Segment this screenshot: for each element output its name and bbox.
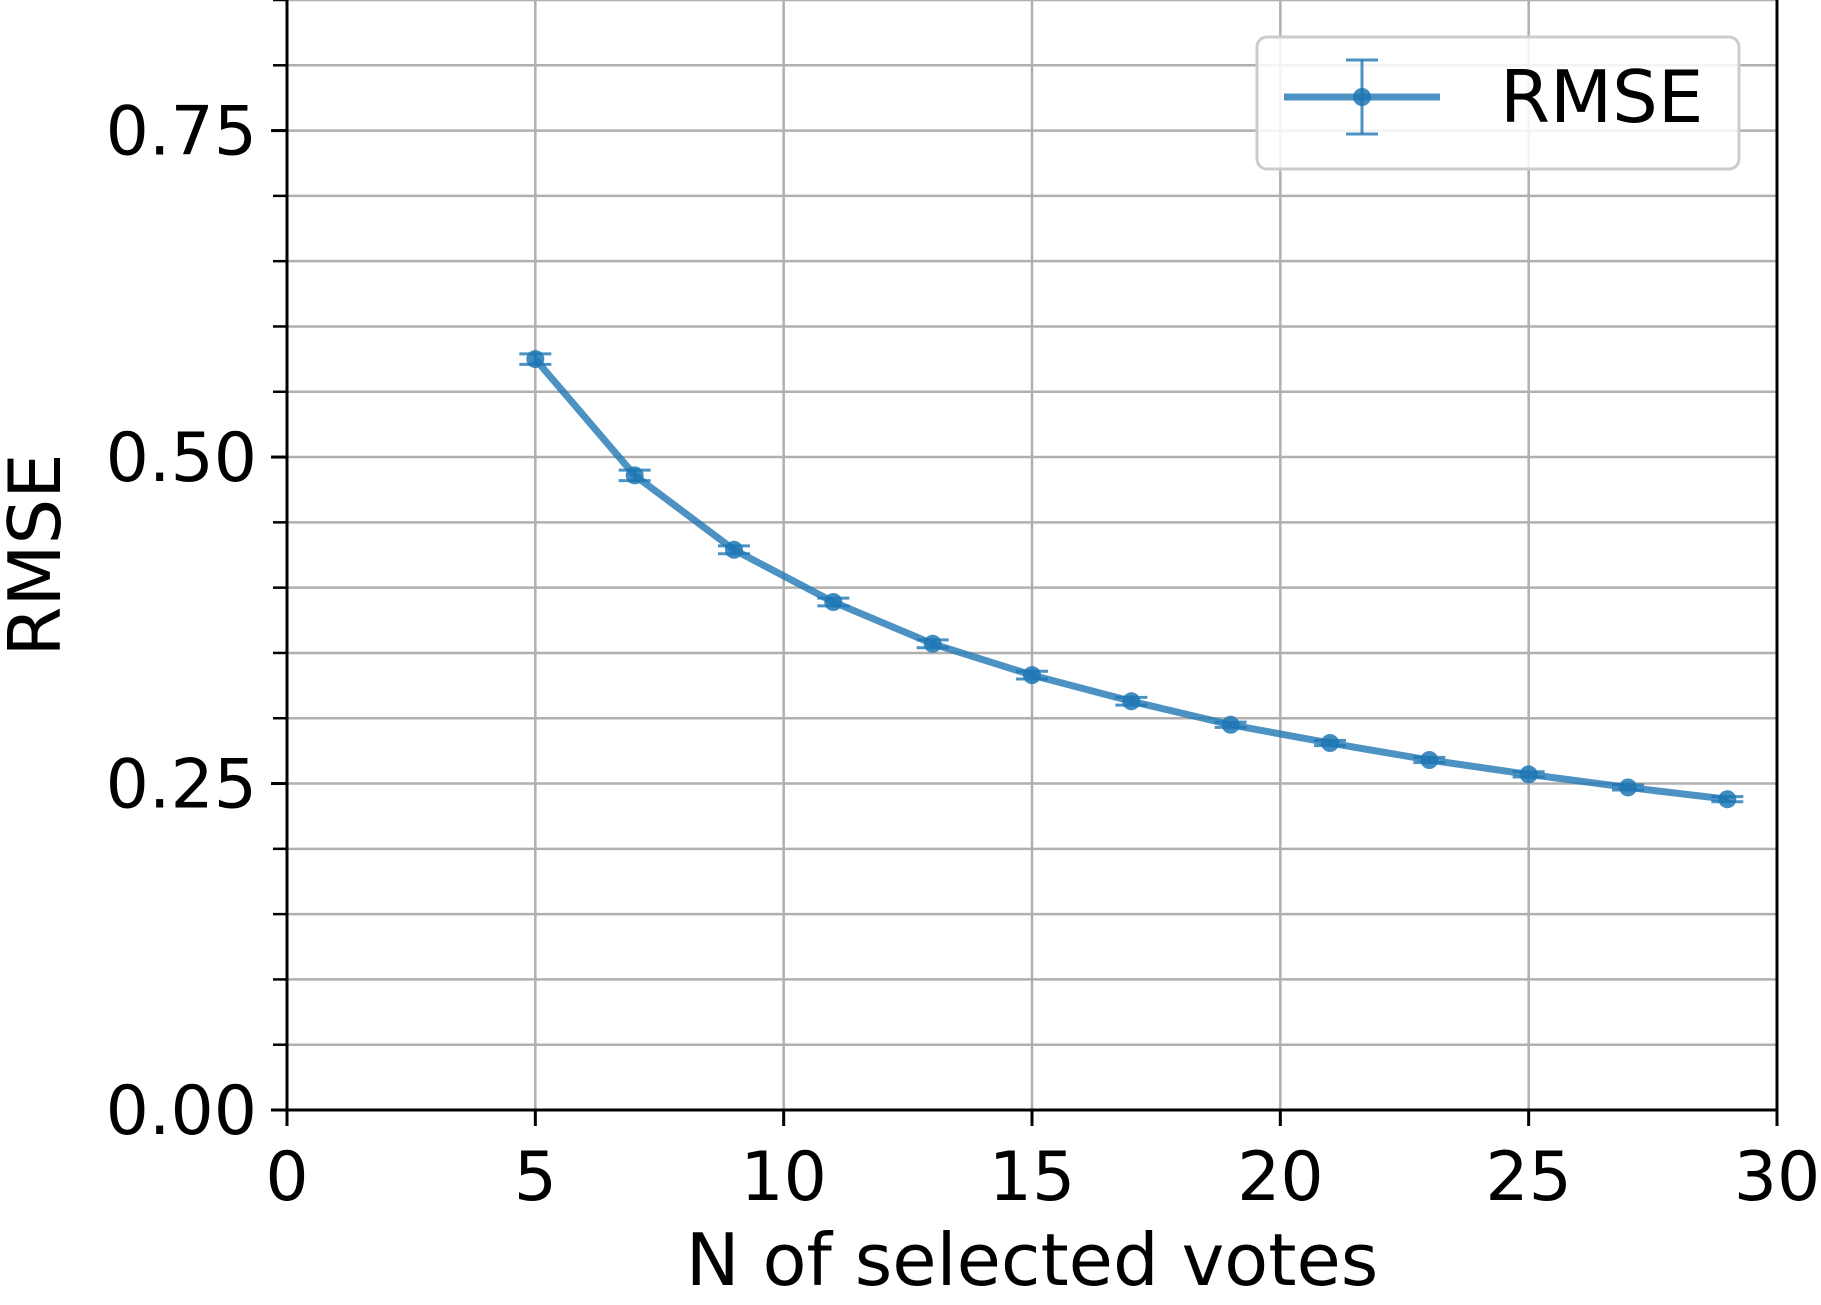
series-layer — [519, 350, 1744, 809]
data-point — [1023, 666, 1041, 685]
data-point — [725, 540, 743, 559]
x-tick-label: 25 — [1485, 1138, 1572, 1217]
legend-marker-rmse — [1284, 58, 1440, 136]
data-point — [1221, 715, 1240, 734]
y-axis-label: RMSE — [0, 453, 77, 656]
data-point — [824, 593, 843, 612]
x-axis-label: N of selected votes — [686, 1218, 1379, 1300]
data-point — [1718, 790, 1737, 809]
legend-point — [1353, 88, 1371, 106]
x-tick-label: 10 — [740, 1138, 827, 1217]
x-tick-label: 20 — [1237, 1138, 1324, 1217]
data-point — [526, 350, 545, 369]
legend: RMSE — [1255, 35, 1741, 171]
x-tick-label: 0 — [265, 1138, 308, 1217]
legend-box — [1255, 35, 1741, 171]
data-point — [923, 634, 942, 653]
data-point — [1122, 692, 1141, 711]
y-tick-label: 0.25 — [106, 746, 257, 825]
series-line-rmse — [532, 356, 1728, 803]
y-tick-label: 0.00 — [106, 1072, 257, 1151]
data-point — [1619, 778, 1637, 797]
x-tick-label: 30 — [1734, 1138, 1821, 1217]
legend-label-rmse: RMSE — [1500, 55, 1703, 139]
y-tick-label: 0.50 — [106, 419, 257, 498]
x-tick-label: 15 — [989, 1138, 1076, 1217]
data-point — [625, 466, 644, 485]
data-point — [1420, 751, 1439, 770]
axes-layer: 0.00 0.25 0.50 0.75 0 5 10 15 20 25 30 — [106, 0, 1821, 1217]
x-tick-label: 5 — [514, 1138, 557, 1217]
y-tick-label: 0.75 — [106, 93, 257, 172]
data-point — [1519, 765, 1538, 784]
data-point — [1321, 734, 1339, 753]
grid-layer — [287, 0, 1777, 1110]
